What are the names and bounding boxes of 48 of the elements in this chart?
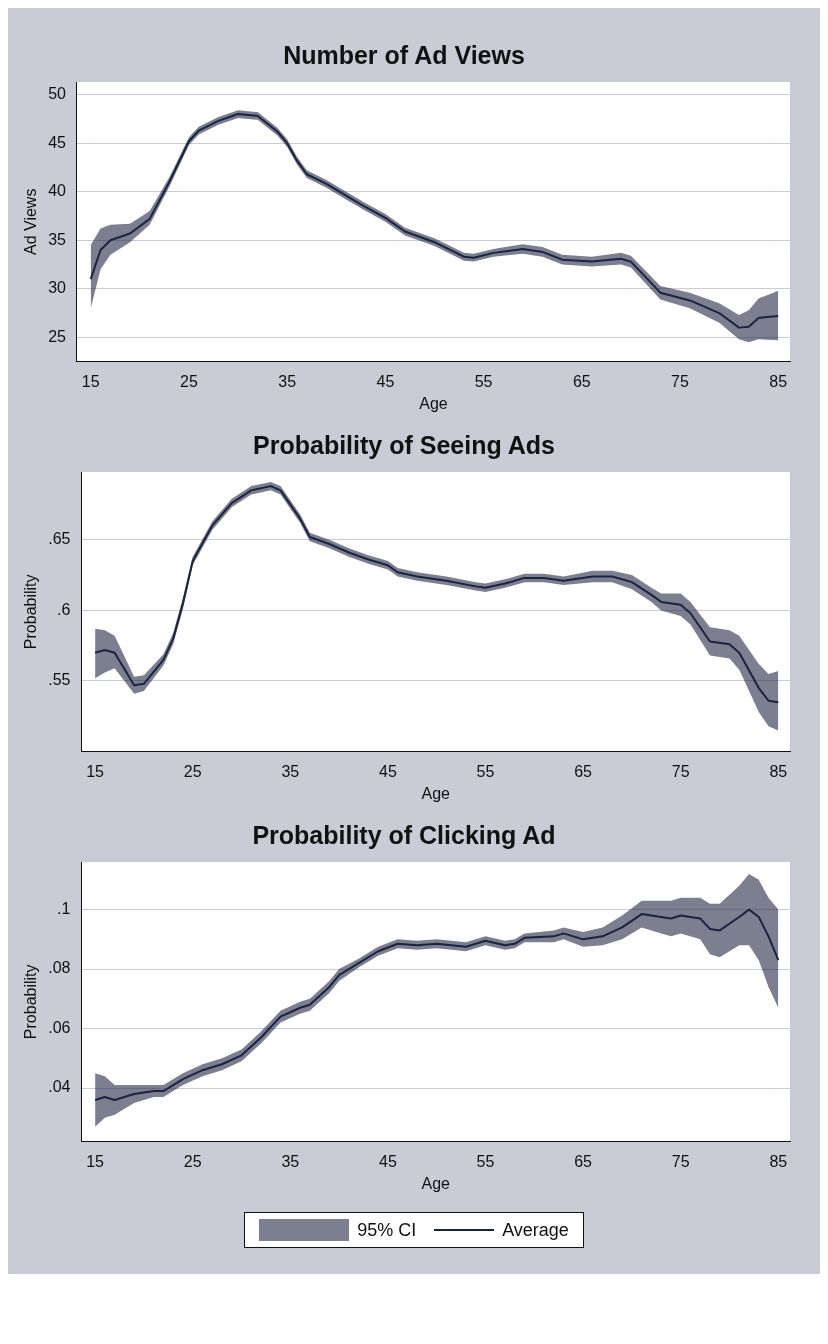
x-tick-label: 45 (376, 372, 395, 390)
x-tick-label: 55 (476, 762, 495, 780)
y-tick-label: .04 (48, 1078, 71, 1096)
x-axis-title: Age (421, 1174, 451, 1192)
x-tick-label: 85 (769, 372, 788, 390)
x-axis-title: Age (421, 784, 451, 802)
y-tick-label: .1 (57, 900, 71, 917)
x-tick-label: 85 (769, 1152, 788, 1170)
x-tick-label: 75 (671, 1152, 690, 1170)
x-tick-label: 65 (572, 372, 591, 390)
x-tick-label: 25 (180, 372, 198, 390)
x-tick-label: 35 (278, 372, 297, 390)
legend-label: Average (502, 1219, 569, 1241)
chart-title: Probability of Seeing Ads (253, 430, 555, 459)
x-tick-label: 35 (281, 762, 300, 780)
x-tick-label: 65 (574, 762, 593, 780)
x-tick-label: 65 (574, 1152, 593, 1170)
y-axis-title: Probability (22, 964, 40, 1040)
y-tick-label: 40 (48, 182, 67, 200)
x-tick-label: 55 (476, 1152, 495, 1170)
y-axis-title: Ad Views (22, 188, 40, 255)
x-tick-label: 15 (86, 1152, 105, 1170)
y-tick-label: .06 (48, 1018, 71, 1036)
x-tick-label: 35 (281, 1152, 300, 1170)
x-tick-label: 45 (379, 1152, 397, 1170)
x-tick-label: 15 (81, 372, 100, 390)
x-tick-label: 25 (183, 1152, 202, 1170)
text: 95% CI (357, 1219, 417, 1241)
x-tick-label: 75 (671, 762, 690, 780)
x-axis-title: Age (419, 394, 448, 412)
y-tick-label: 45 (48, 133, 67, 151)
y-tick-label: 35 (48, 230, 67, 248)
y-tick-label: 25 (48, 327, 67, 345)
y-tick-label: 50 (48, 85, 67, 103)
y-tick-label: .55 (48, 671, 71, 689)
y-axis-title: Probability (22, 574, 40, 650)
y-tick-label: .08 (48, 959, 71, 977)
chart-title: Number of Ad Views (283, 40, 525, 69)
x-tick-label: 55 (474, 372, 493, 390)
x-tick-label: 25 (183, 762, 202, 780)
x-tick-label: 75 (671, 372, 690, 390)
y-tick-label: .6 (57, 600, 71, 618)
x-tick-label: 85 (769, 762, 788, 780)
x-tick-label: 15 (86, 762, 105, 780)
y-tick-label: 30 (48, 279, 67, 297)
chart-title: Probability of Clicking Ad (252, 820, 556, 849)
y-tick-label: .65 (48, 530, 71, 548)
x-tick-label: 45 (379, 762, 397, 780)
